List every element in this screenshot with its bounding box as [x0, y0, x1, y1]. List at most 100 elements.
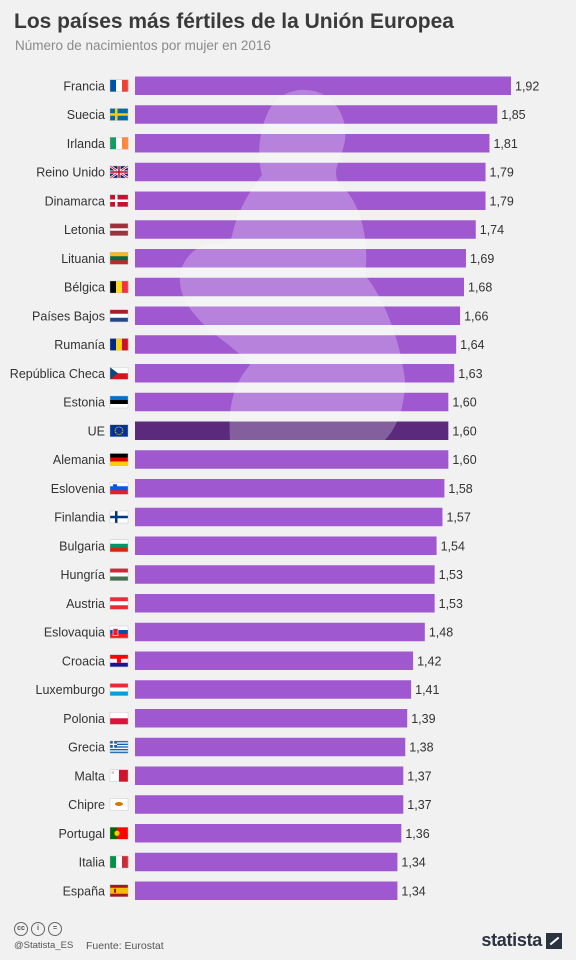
- flag-es-icon: [109, 884, 129, 897]
- logo-mark-icon: [546, 932, 562, 949]
- category-label: Austria: [66, 597, 105, 611]
- pregnant-woman-silhouette: [179, 89, 405, 440]
- category-label: Países Bajos: [32, 309, 105, 323]
- category-label: Alemania: [53, 453, 105, 467]
- category-label: Dinamarca: [45, 194, 105, 208]
- bar-lituania: [135, 249, 466, 268]
- flag-pt-icon: [109, 827, 129, 840]
- bar-finlandia: [135, 507, 443, 527]
- category-label: Hungría: [61, 568, 106, 582]
- value-label: 1,85: [501, 108, 525, 122]
- value-label: 1,69: [470, 252, 494, 266]
- source-note: Fuente: Eurostat: [86, 940, 164, 952]
- category-label: Rumanía: [54, 338, 105, 352]
- bar-irlanda: [135, 134, 490, 153]
- value-label: 1,63: [458, 367, 482, 381]
- value-label: 1,64: [460, 338, 484, 352]
- category-label: Francia: [63, 79, 105, 93]
- bar-francia: [135, 76, 511, 95]
- bar-reino-unido: [135, 162, 486, 182]
- value-label: 1,48: [429, 626, 453, 640]
- category-label: Bulgaria: [59, 539, 105, 553]
- value-label: 1,79: [490, 194, 514, 208]
- flag-fi-icon: [109, 510, 129, 524]
- flag-ie-icon: [109, 137, 129, 150]
- category-label: Eslovenia: [51, 482, 105, 496]
- category-label: Polonia: [63, 712, 105, 726]
- bar-polonia: [135, 709, 408, 728]
- value-label: 1,60: [452, 396, 476, 410]
- equals-icon: =: [48, 922, 62, 936]
- value-label: 1,68: [468, 281, 492, 295]
- bar-dinamarca: [135, 191, 486, 210]
- bar-grecia: [135, 737, 406, 757]
- value-label: 1,60: [452, 424, 476, 438]
- bar-eslovenia: [135, 479, 445, 498]
- flag-eu-icon: [109, 424, 129, 437]
- flag-ro-icon: [109, 338, 129, 351]
- statista-logo[interactable]: statista: [481, 930, 562, 951]
- value-label: 1,37: [407, 769, 431, 783]
- value-label: 1,66: [464, 309, 488, 323]
- value-label: 1,79: [490, 166, 514, 180]
- category-label: Malta: [74, 769, 105, 783]
- value-label: 1,57: [446, 511, 470, 525]
- bar-bélgica: [135, 277, 464, 297]
- value-label: 1,37: [407, 798, 431, 812]
- bar-ue: [135, 421, 449, 440]
- category-label: España: [63, 884, 105, 898]
- flag-it-icon: [109, 855, 129, 869]
- flag-nl-icon: [109, 309, 129, 323]
- category-label: Eslovaquia: [44, 626, 105, 640]
- flag-fr-icon: [109, 79, 129, 92]
- value-label: 1,42: [417, 654, 441, 668]
- bar-croacia: [135, 651, 414, 670]
- bar-suecia: [135, 105, 498, 124]
- bar-república-checa: [135, 364, 455, 383]
- category-label: Suecia: [67, 108, 105, 122]
- person-icon: i: [31, 922, 45, 936]
- bar-países-bajos: [135, 306, 461, 325]
- bar-malta: [135, 766, 404, 785]
- flag-mt-icon: [109, 769, 129, 782]
- flag-gb-icon: [109, 165, 129, 179]
- bar-bulgaria: [135, 536, 437, 555]
- twitter-handle[interactable]: @Statista_ES: [14, 940, 74, 951]
- category-label: Estonia: [63, 396, 105, 410]
- flag-sk-icon: [109, 625, 129, 639]
- bar-luxemburgo: [135, 680, 412, 699]
- chart-subtitle: Número de nacimientos por mujer en 2016: [15, 38, 271, 53]
- category-label: Bélgica: [64, 281, 105, 295]
- flag-pl-icon: [109, 712, 129, 725]
- value-label: 1,39: [411, 712, 435, 726]
- flag-si-icon: [109, 482, 129, 495]
- value-label: 1,38: [409, 741, 433, 755]
- category-label: Luxemburgo: [36, 683, 106, 697]
- category-label: Letonia: [64, 223, 105, 237]
- flag-cz-icon: [109, 367, 129, 380]
- bar-rumanía: [135, 335, 457, 354]
- category-label: Reino Unido: [36, 166, 105, 180]
- flag-be-icon: [109, 280, 129, 294]
- flag-lt-icon: [109, 252, 129, 265]
- category-label: Irlanda: [67, 137, 105, 151]
- flag-bg-icon: [109, 539, 129, 553]
- flag-dk-icon: [109, 194, 129, 207]
- flag-at-icon: [109, 597, 129, 610]
- bar-italia: [135, 852, 398, 872]
- bar-portugal: [135, 824, 402, 843]
- bar-austria: [135, 594, 435, 613]
- bar-alemania: [135, 450, 449, 469]
- category-label: Portugal: [58, 827, 105, 841]
- value-label: 1,36: [405, 827, 429, 841]
- value-label: 1,92: [515, 79, 539, 93]
- category-label: Croacia: [62, 654, 105, 668]
- chart-title: Los países más fértiles de la Unión Euro…: [14, 10, 454, 33]
- flag-gr-icon: [109, 740, 129, 754]
- bar-chipre: [135, 795, 404, 814]
- category-label: Grecia: [68, 741, 105, 755]
- flag-se-icon: [109, 108, 129, 121]
- value-label: 1,60: [452, 453, 476, 467]
- value-label: 1,41: [415, 683, 439, 697]
